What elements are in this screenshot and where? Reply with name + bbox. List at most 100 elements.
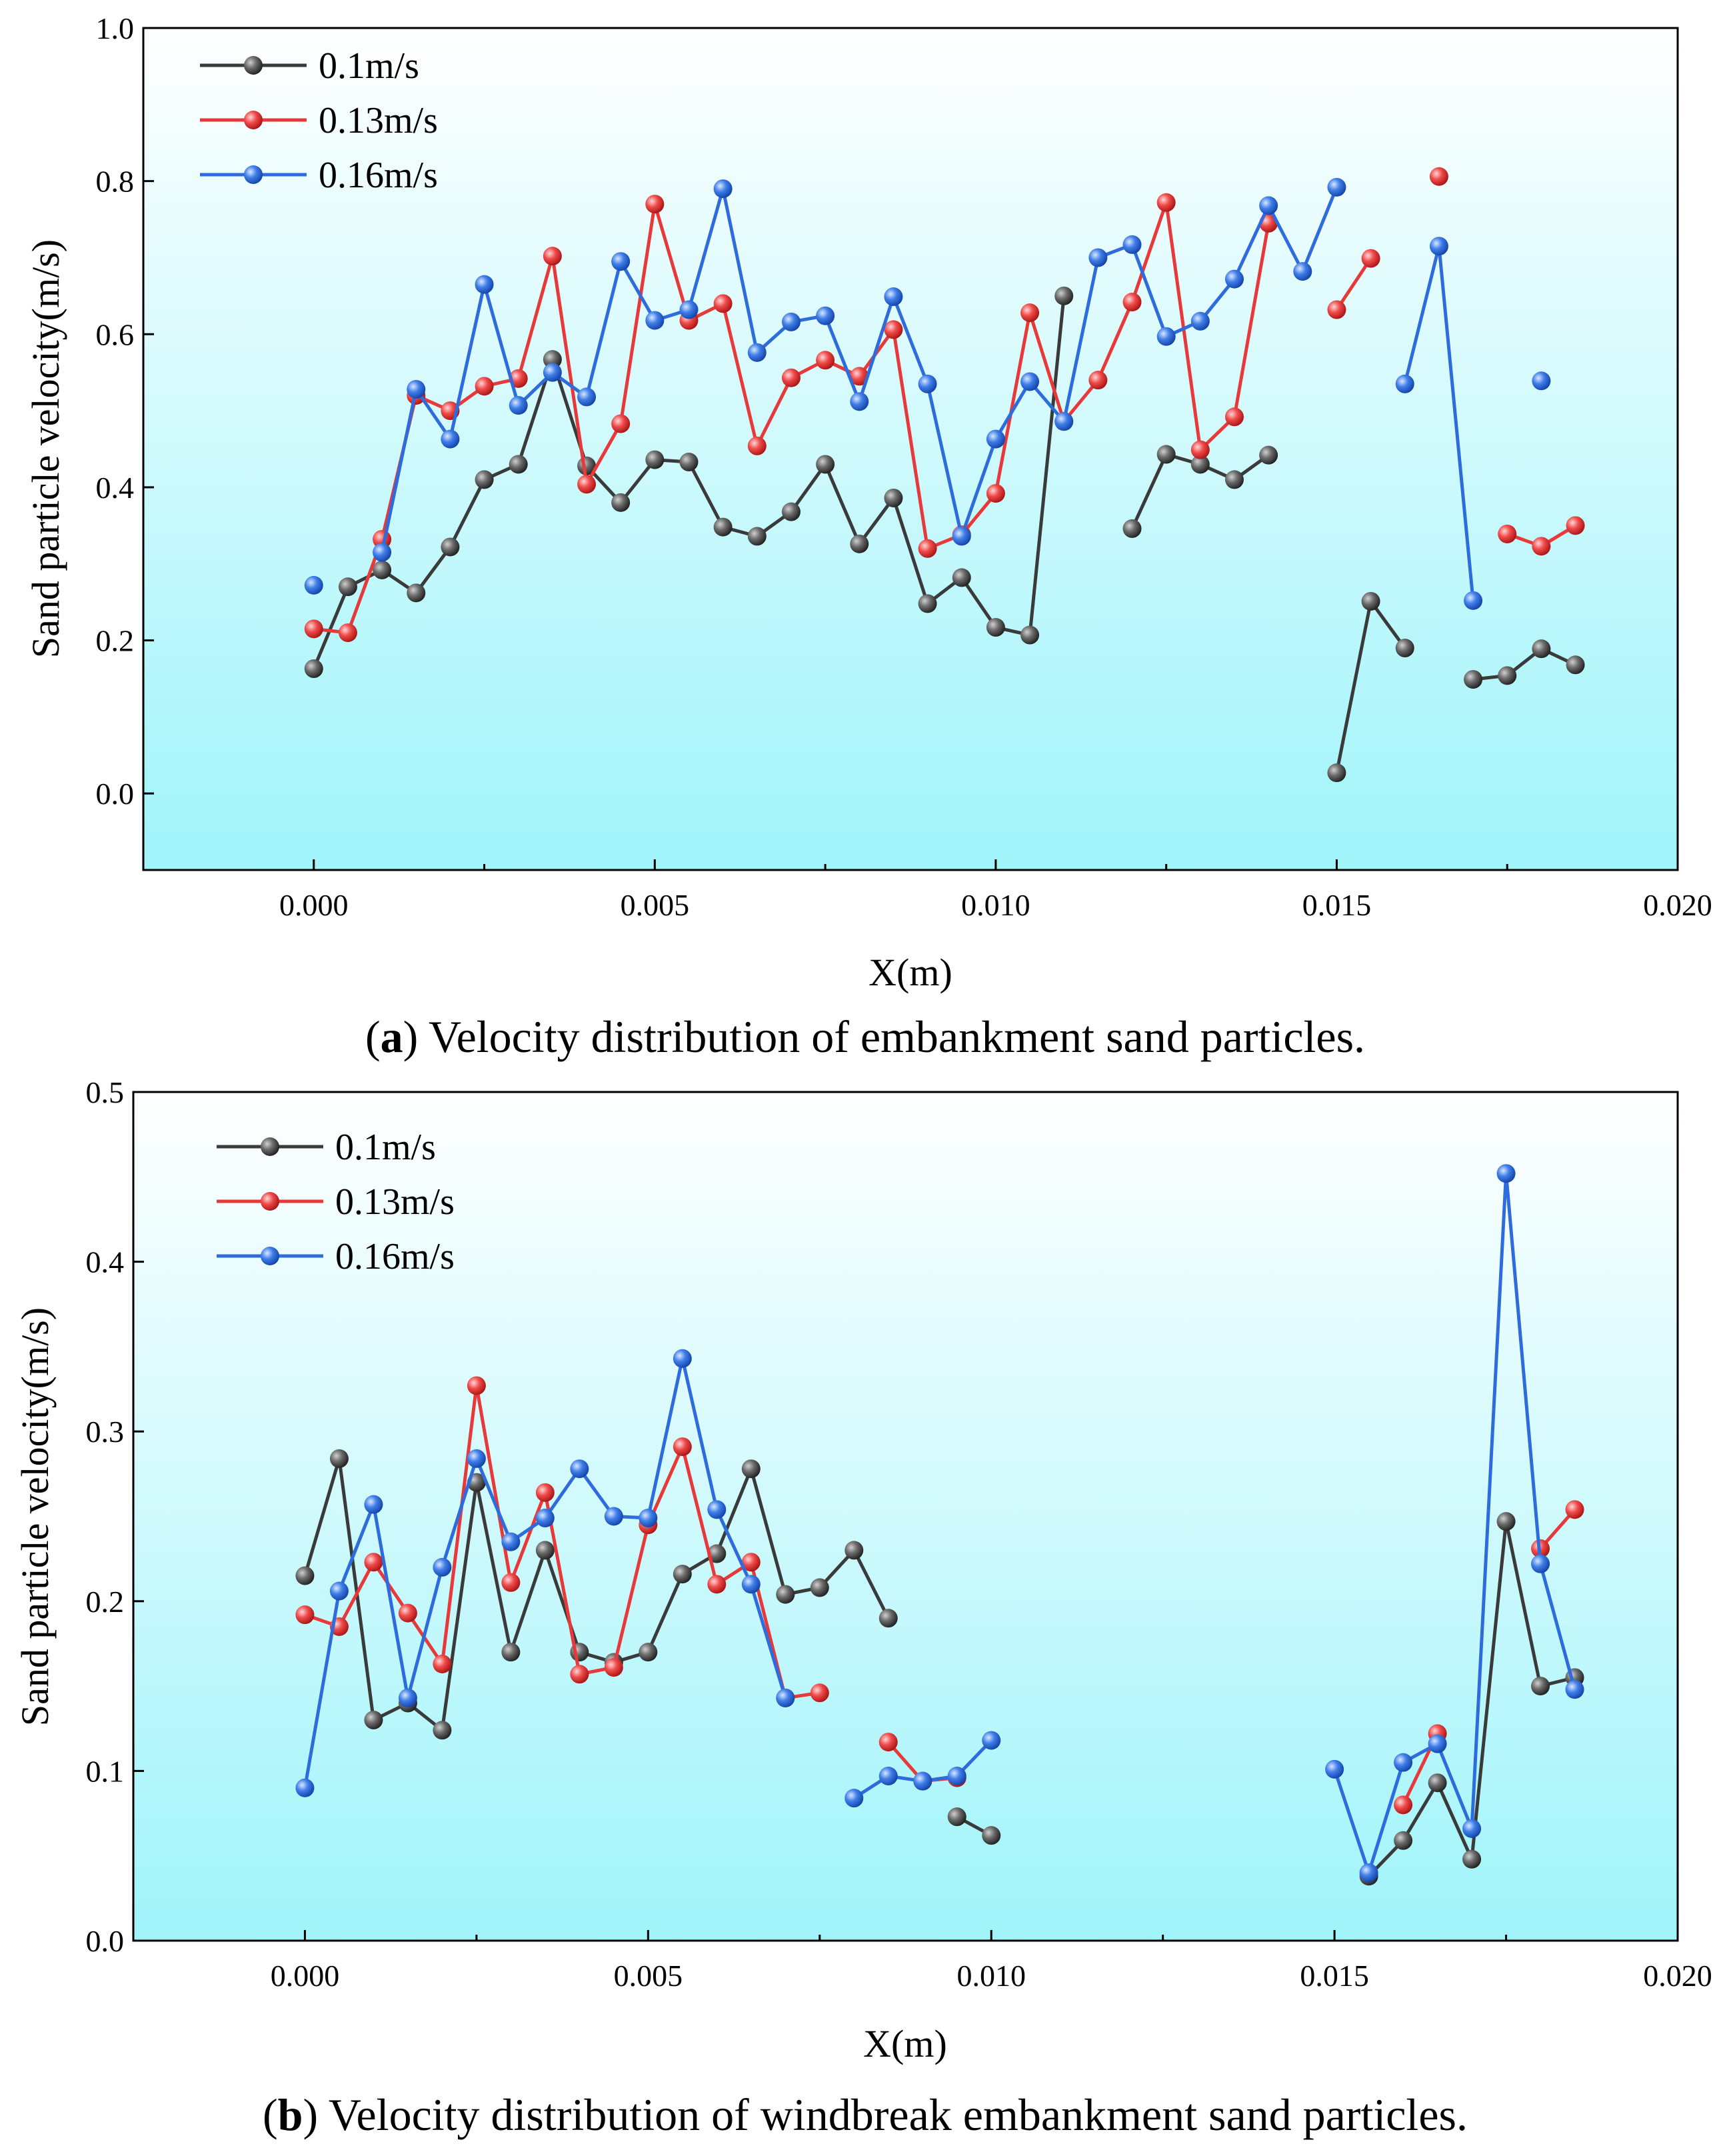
data-point xyxy=(639,1643,658,1662)
data-point xyxy=(776,1585,795,1604)
data-point xyxy=(577,475,597,494)
data-point xyxy=(850,367,869,386)
data-point xyxy=(1462,1849,1482,1869)
data-point xyxy=(433,1721,452,1740)
data-point xyxy=(1156,445,1176,464)
y-axis-label-a: Sand particle velocity(m/s) xyxy=(24,239,67,658)
data-point xyxy=(918,374,937,393)
legend-label: 0.16m/s xyxy=(319,155,438,196)
data-point xyxy=(679,300,699,319)
data-point xyxy=(707,1500,727,1519)
data-point xyxy=(645,311,665,330)
data-point xyxy=(747,436,767,455)
data-point xyxy=(781,368,801,387)
y-tick-label: 0.2 xyxy=(86,1585,125,1619)
series-0.16m/s xyxy=(295,1164,1584,1883)
data-point xyxy=(304,619,323,639)
data-point xyxy=(707,1575,727,1594)
data-point xyxy=(295,1566,315,1585)
data-point xyxy=(781,312,801,331)
data-point xyxy=(1496,1164,1516,1183)
data-point xyxy=(1498,666,1517,685)
data-point xyxy=(364,1553,383,1572)
data-point xyxy=(1464,591,1483,610)
data-point xyxy=(543,363,562,382)
data-point xyxy=(707,1544,727,1563)
x-tick-label: 0.020 xyxy=(1643,888,1712,922)
data-point xyxy=(475,470,494,489)
data-point xyxy=(913,1771,932,1791)
data-point xyxy=(535,1509,555,1528)
data-point xyxy=(1464,670,1483,689)
data-point xyxy=(1531,1677,1550,1696)
data-point xyxy=(816,306,835,325)
data-point xyxy=(741,1459,761,1479)
legend-a: 0.1m/s 0.13m/s 0.16m/s xyxy=(200,45,438,196)
legend-label: 0.13m/s xyxy=(335,1181,455,1223)
x-tick-label: 0.010 xyxy=(956,1959,1026,1993)
data-point xyxy=(467,1376,486,1395)
data-point xyxy=(373,543,392,562)
legend-b: 0.1m/s 0.13m/s 0.16m/s xyxy=(217,1127,455,1277)
x-ticks-b: 0.000 0.005 0.010 0.015 0.020 xyxy=(271,1930,1712,1993)
y-tick-label: 0.0 xyxy=(86,1924,125,1958)
data-point xyxy=(611,414,631,433)
data-point xyxy=(741,1575,761,1594)
data-point xyxy=(645,195,665,214)
x-axis-label-b: X(m) xyxy=(863,2022,947,2065)
series-line xyxy=(1335,257,1372,311)
data-point xyxy=(509,396,528,415)
data-point xyxy=(433,1655,452,1674)
y-tick-label: 0.4 xyxy=(86,1245,125,1279)
data-point xyxy=(878,1609,898,1628)
data-point xyxy=(1496,1512,1516,1531)
data-point xyxy=(329,1581,349,1601)
data-point xyxy=(441,429,460,449)
legend-item: 0.1m/s xyxy=(217,1127,436,1168)
data-point xyxy=(776,1688,795,1707)
plot-area-b xyxy=(132,1091,1679,1942)
data-point xyxy=(918,594,937,613)
data-point xyxy=(1190,311,1210,331)
data-point xyxy=(467,1449,486,1468)
chart-panel-b: 0.00.10.20.30.40.5 0.000 0.005 0.010 0.015 0… xyxy=(13,1075,1712,2140)
data-point xyxy=(1428,1734,1447,1753)
data-point xyxy=(1190,455,1210,474)
data-point xyxy=(1566,516,1585,535)
data-point xyxy=(364,1711,383,1730)
data-point xyxy=(816,351,835,370)
data-point xyxy=(850,392,869,411)
data-point xyxy=(878,1767,898,1786)
data-point xyxy=(1088,371,1108,390)
data-point xyxy=(1020,303,1040,323)
x-tick-label: 0.015 xyxy=(1300,1959,1369,1993)
data-point xyxy=(645,450,665,469)
data-point xyxy=(1394,1831,1413,1850)
data-point xyxy=(1122,293,1142,312)
data-point xyxy=(611,252,631,271)
data-point xyxy=(501,1573,521,1592)
data-point xyxy=(1565,1500,1584,1519)
x-tick-label: 0.005 xyxy=(614,1959,683,1993)
data-point xyxy=(338,623,357,643)
y-tick-label: 0.6 xyxy=(96,317,135,351)
legend-item: 0.13m/s xyxy=(200,100,438,141)
series-0.16m/s xyxy=(304,177,1551,610)
data-point xyxy=(1327,177,1346,197)
data-point xyxy=(295,1778,315,1797)
data-point xyxy=(639,1509,658,1528)
data-point xyxy=(329,1449,349,1468)
data-point xyxy=(475,377,494,396)
data-point xyxy=(1361,591,1380,611)
caption-b: (b) Velocity distribution of windbreak e… xyxy=(263,2089,1468,2140)
data-point xyxy=(1122,519,1142,538)
data-point xyxy=(884,287,903,307)
data-point xyxy=(673,1437,692,1457)
chart-panel-a: 0.00.20.40.60.81.0 0.000 0.005 0.010 0.015 0… xyxy=(24,11,1712,1062)
data-point xyxy=(535,1541,555,1560)
x-tick-label: 0.000 xyxy=(279,888,349,922)
legend-item: 0.1m/s xyxy=(200,45,419,87)
data-point xyxy=(982,1826,1001,1845)
data-point xyxy=(982,1731,1001,1750)
